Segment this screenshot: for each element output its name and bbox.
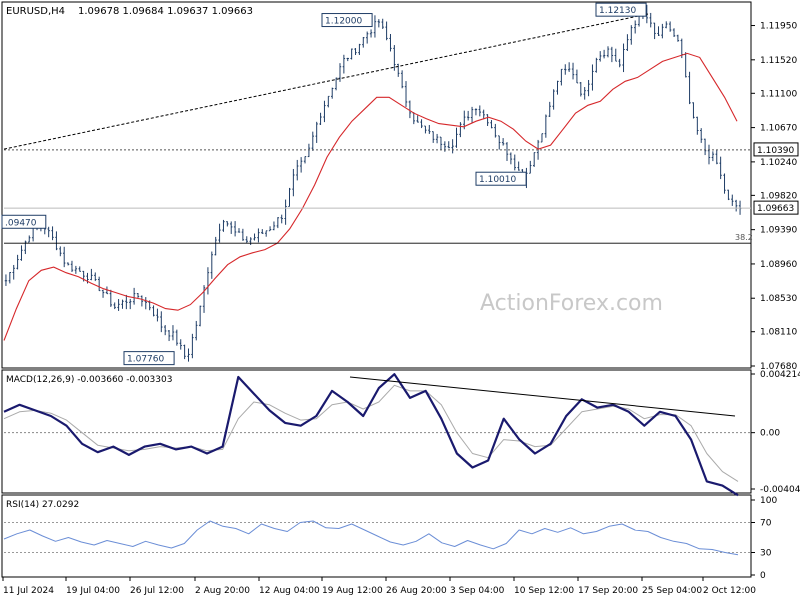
current-price-label: 1.09663 [757,204,794,214]
time-tick-label: 3 Sep 04:00 [450,586,505,596]
time-tick-label: 26 Jul 12:00 [130,586,184,596]
time-tick-label: 11 Jul 2024 [3,586,54,596]
price-tick-label: 1.08110 [760,328,797,338]
price-annotation-label: 1.10010 [479,175,516,185]
price-annotation-box [123,351,175,366]
price-tick-label: 1.10670 [760,124,797,134]
price-annotation-box [1,214,47,229]
price-annotation-box [321,13,373,28]
rsi-tick-label: 30 [760,549,772,559]
time-tick-label: 17 Sep 20:00 [578,586,638,596]
price-annotation-label: 1.12130 [599,6,636,16]
price-tick-label: 1.07680 [760,362,797,372]
watermark: ActionForex.com [480,291,663,316]
time-tick-label: 2 Oct 12:00 [703,586,756,596]
level-label: 1.10390 [757,146,794,156]
ohlc-label: 1.09678 1.09684 1.09637 1.09663 [78,6,253,17]
price-tick-label: 1.11950 [760,22,797,32]
dashed-trendline [3,13,651,150]
price-panel-frame [1,1,752,369]
sma-line [3,52,738,341]
macd-trendline [349,376,736,417]
rsi-tick-label: 100 [760,496,777,506]
price-tick-label: 1.08530 [760,294,797,304]
price-axis: 1.11950 1.11520 1.11100 1.10670 1.10240 1.098… [751,22,799,372]
price-annotation-box [475,171,527,186]
rsi-line [3,520,739,556]
time-tick-label: 2 Aug 20:00 [195,586,250,596]
price-annotation-label: .09470 [5,218,37,228]
rsi-tick-label: 0 [760,571,766,581]
rsi-layer: 100 70 30 0 [3,496,777,581]
time-tick-label: 26 Aug 20:00 [386,586,447,596]
macd-tick-label: -0.004047 [760,485,800,495]
price-tick-label: 1.10240 [760,158,797,168]
price-annotation-box [595,2,647,17]
macd-tick-label: 0.004214 [760,370,800,380]
macd-tick-label: 0.00 [760,429,780,439]
price-annotation-label: 1.07760 [127,355,164,365]
macd-layer: 0.004214 0.00 -0.004047 [3,370,800,497]
time-tick-label: 25 Sep 04:00 [642,586,702,596]
price-tick-label: 1.11520 [760,56,797,66]
macd-title: MACD(12,26,9) -0.003660 -0.003303 [6,375,172,385]
price-tick-label: 1.09820 [760,191,797,201]
price-tick-label: 1.11100 [760,89,797,99]
macd-main-line [3,373,739,497]
level-box [753,142,799,157]
macd-panel-frame [1,369,752,494]
time-tick-label: 19 Jul 04:00 [66,586,120,596]
rsi-tick-label: 70 [760,519,772,529]
price-annotation-label: 1.12000 [325,17,362,27]
time-tick-label: 12 Aug 04:00 [259,586,320,596]
fib-label: 38.2 [735,233,753,242]
price-tick-label: 1.08960 [760,260,797,270]
current-price-box [753,200,799,215]
rsi-title: RSI(14) 27.0292 [6,500,79,510]
time-tick-label: 19 Aug 12:00 [322,586,383,596]
price-tick-label: 1.09390 [760,226,797,236]
rsi-panel-frame [1,494,752,578]
time-axis: 11 Jul 2024 19 Jul 04:00 26 Jul 12:00 2 Aug… [2,577,756,596]
symbol-label: EURUSD,H4 [6,6,65,17]
time-tick-label: 10 Sep 12:00 [514,586,574,596]
price-layer: 38.2 1.12000 1.12130 1.10010 .09470 1.07760 [1,2,753,366]
